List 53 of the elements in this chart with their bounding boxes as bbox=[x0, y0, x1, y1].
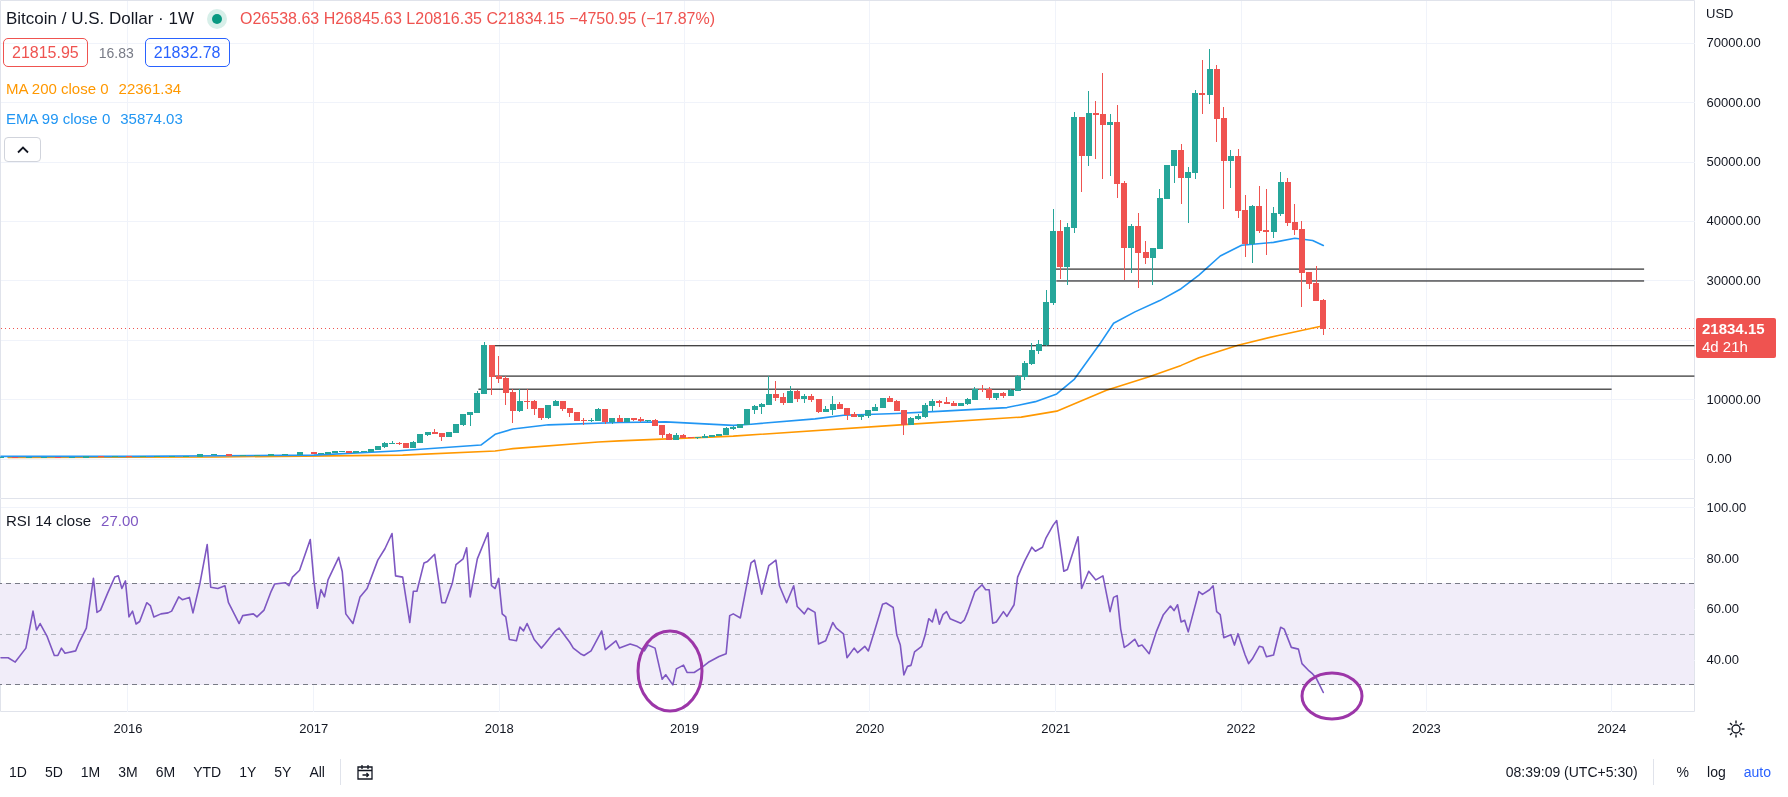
candlestick bbox=[1107, 113, 1114, 177]
annotation: 22361.34 bbox=[118, 80, 182, 97]
annotation: 27.00 bbox=[101, 512, 139, 529]
y-tick-label: 30000.00 bbox=[1706, 272, 1761, 288]
text: MA 200 close 0 bbox=[6, 80, 109, 97]
y-tick-label: 60000.00 bbox=[1706, 94, 1761, 110]
y-tick-label: 100.00 bbox=[1706, 499, 1747, 515]
text: log bbox=[1706, 764, 1727, 780]
text: 1D bbox=[8, 764, 28, 780]
y-tick-label: 60.00 bbox=[1706, 601, 1740, 617]
x-tick-label: 2016 bbox=[113, 720, 143, 736]
y-axis-title: USD bbox=[1706, 6, 1734, 21]
x-tick-label: 2024 bbox=[1597, 720, 1627, 736]
x-tick-label: 2020 bbox=[855, 720, 885, 736]
annotation: 16.83 bbox=[98, 44, 134, 61]
x-tick-label: 2018 bbox=[484, 720, 514, 736]
candlestick bbox=[516, 388, 523, 413]
text: 4d 21h bbox=[1702, 337, 1749, 356]
text: RSI 14 close bbox=[6, 512, 92, 529]
text: 1M bbox=[79, 764, 102, 780]
text: 5Y bbox=[273, 764, 293, 780]
text: 1Y bbox=[238, 764, 258, 780]
x-tick-label: 2019 bbox=[670, 720, 699, 736]
x-tick-label: 2023 bbox=[1411, 720, 1441, 736]
candlestick bbox=[1199, 59, 1206, 115]
text: auto bbox=[1742, 764, 1772, 780]
text: % bbox=[1675, 764, 1691, 780]
x-tick-label: 2017 bbox=[299, 720, 329, 736]
y-tick-label: 80.00 bbox=[1706, 550, 1740, 566]
x-tick-label: 2021 bbox=[1041, 720, 1071, 736]
y-tick-label: 10000.00 bbox=[1706, 391, 1761, 407]
text: 6M bbox=[154, 764, 177, 780]
x-tick-label: 2022 bbox=[1226, 720, 1256, 736]
y-tick-label: 40.00 bbox=[1706, 652, 1740, 668]
text: 3M bbox=[117, 764, 139, 780]
y-tick-label: 0.00 bbox=[1706, 451, 1732, 467]
y-tick-label: 70000.00 bbox=[1706, 35, 1761, 51]
candlestick bbox=[1227, 149, 1234, 189]
text: All bbox=[308, 764, 326, 780]
text: Bitcoin / U.S. Dollar · 1W bbox=[6, 9, 194, 29]
text: 08:39:09 (UTC+5:30) bbox=[1504, 764, 1639, 780]
text: 5D bbox=[43, 764, 64, 780]
text: YTD bbox=[192, 764, 223, 780]
annotation: 35874.03 bbox=[120, 110, 183, 127]
y-tick-label: 50000.00 bbox=[1706, 154, 1761, 169]
candlestick bbox=[1128, 223, 1135, 274]
text: EMA 99 close 0 bbox=[6, 110, 111, 127]
ref-line-label: 21834.15 bbox=[1702, 319, 1766, 338]
line-series bbox=[0, 237, 1325, 458]
y-tick-label: 40000.00 bbox=[1706, 213, 1761, 229]
annotation: 21832.78 bbox=[144, 38, 230, 67]
text: O26538.63 H26845.63 L20816.35 C21834.15 −4750.95 (−17.87%) bbox=[240, 10, 716, 28]
annotation: 21815.95 bbox=[3, 38, 88, 67]
